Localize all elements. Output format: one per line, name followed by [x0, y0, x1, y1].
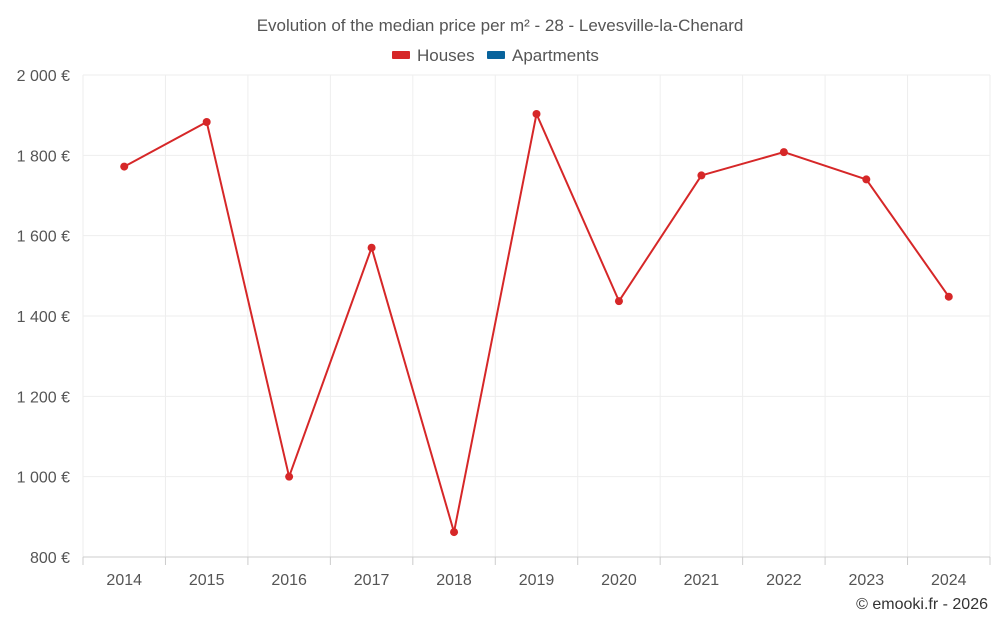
- y-tick-label: 1 200 €: [17, 389, 70, 406]
- legend-label-houses: Houses: [417, 46, 475, 65]
- data-point-houses-2015[interactable]: [202, 117, 211, 126]
- chart-title: Evolution of the median price per m² - 2…: [257, 16, 744, 35]
- data-point-houses-2021[interactable]: [697, 171, 706, 180]
- data-point-houses-2022[interactable]: [779, 148, 788, 157]
- x-tick-label: 2017: [354, 572, 390, 589]
- y-tick-label: 1 800 €: [17, 148, 70, 165]
- legend: Houses Apartments: [392, 46, 599, 65]
- data-point-houses-2023[interactable]: [862, 175, 871, 184]
- x-tick-label: 2024: [931, 572, 967, 589]
- data-point-houses-2024[interactable]: [944, 292, 953, 301]
- x-tick-label: 2016: [271, 572, 307, 589]
- legend-swatch-houses: [392, 51, 410, 59]
- x-tick-label: 2022: [766, 572, 802, 589]
- x-tick-label: 2021: [684, 572, 720, 589]
- axes: 800 € 1 000 € 1 200 € 1 400 € 1 600 € 1 800 €…: [17, 68, 991, 589]
- data-point-houses-2014[interactable]: [120, 162, 129, 171]
- data-point-houses-2019[interactable]: [532, 109, 541, 118]
- x-tick-label: 2019: [519, 572, 555, 589]
- data-point-houses-2016[interactable]: [285, 472, 294, 481]
- credit-text: © emooki.fr - 2026: [856, 596, 988, 613]
- data-point-houses-2020[interactable]: [614, 297, 623, 306]
- data-point-houses-2018[interactable]: [450, 528, 459, 537]
- x-tick-label: 2018: [436, 572, 472, 589]
- legend-label-apartments: Apartments: [512, 46, 599, 65]
- y-tick-label: 1 400 €: [17, 309, 70, 326]
- y-tick-label: 1 600 €: [17, 229, 70, 246]
- legend-item-apartments[interactable]: Apartments: [487, 46, 599, 65]
- x-tick-label: 2014: [106, 572, 142, 589]
- grid: [82, 74, 991, 557]
- data-point-houses-2017[interactable]: [367, 243, 376, 252]
- x-tick-label: 2023: [849, 572, 885, 589]
- y-tick-label: 1 000 €: [17, 470, 70, 487]
- x-tick-label: 2020: [601, 572, 637, 589]
- y-tick-label: 800 €: [30, 550, 70, 567]
- x-tick-label: 2015: [189, 572, 225, 589]
- y-tick-label: 2 000 €: [17, 68, 70, 85]
- legend-swatch-apartments: [487, 51, 505, 59]
- plot-area: [120, 109, 953, 537]
- legend-item-houses[interactable]: Houses: [392, 46, 475, 65]
